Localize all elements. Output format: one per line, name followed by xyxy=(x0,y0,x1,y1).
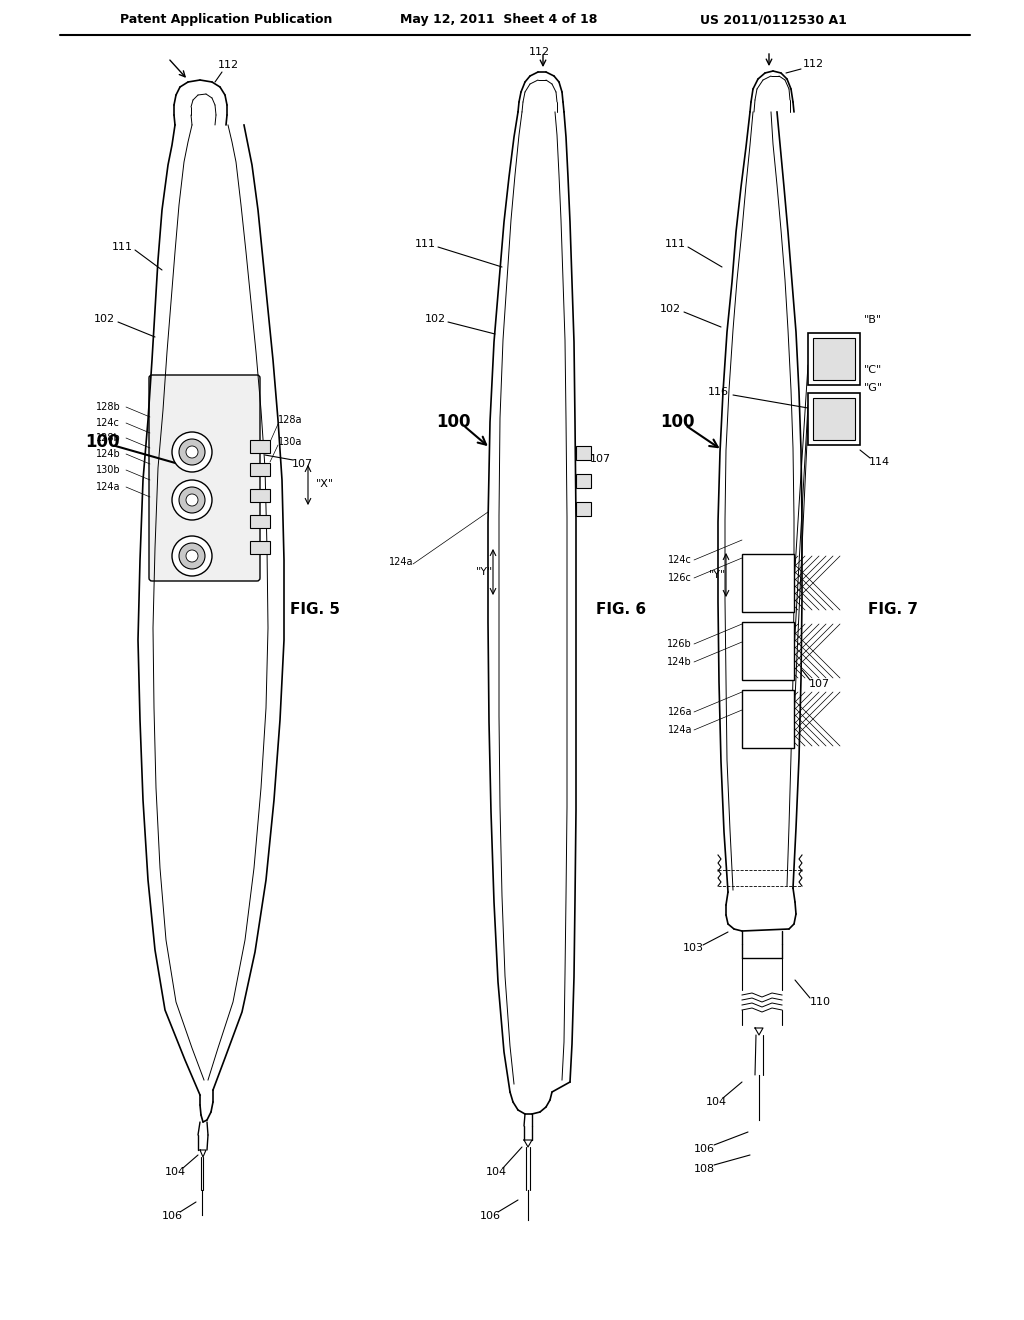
Text: 124c: 124c xyxy=(668,554,692,565)
Text: "B": "B" xyxy=(864,315,882,325)
Text: 128a: 128a xyxy=(278,414,302,425)
Text: 106: 106 xyxy=(480,1210,501,1221)
Text: 104: 104 xyxy=(486,1167,507,1177)
Bar xyxy=(250,515,270,528)
Text: 124a: 124a xyxy=(96,482,121,492)
Circle shape xyxy=(179,487,205,513)
Text: 126c: 126c xyxy=(668,573,692,583)
Bar xyxy=(813,338,855,380)
Text: 102: 102 xyxy=(660,304,681,314)
Text: 128b: 128b xyxy=(96,403,121,412)
Circle shape xyxy=(186,446,198,458)
Text: 104: 104 xyxy=(165,1167,186,1177)
Text: 111: 111 xyxy=(415,239,436,249)
Text: 107: 107 xyxy=(292,459,313,469)
Bar xyxy=(808,393,860,445)
Text: 130b: 130b xyxy=(96,465,121,475)
Text: 124a: 124a xyxy=(388,557,413,568)
Bar xyxy=(742,690,794,748)
FancyBboxPatch shape xyxy=(150,375,260,581)
Text: 107: 107 xyxy=(809,678,830,689)
Text: 128b: 128b xyxy=(96,433,121,444)
Circle shape xyxy=(172,536,212,576)
Bar xyxy=(575,474,591,488)
Text: 100: 100 xyxy=(660,413,694,432)
Bar xyxy=(575,502,591,516)
Circle shape xyxy=(179,440,205,465)
Text: 104: 104 xyxy=(706,1097,727,1107)
Text: 124c: 124c xyxy=(96,418,120,428)
Text: FIG. 7: FIG. 7 xyxy=(868,602,918,618)
Text: 108: 108 xyxy=(694,1164,715,1173)
Bar xyxy=(808,333,860,385)
Bar xyxy=(813,399,855,440)
Text: "G": "G" xyxy=(864,383,883,393)
Text: 107: 107 xyxy=(590,454,611,465)
Text: 106: 106 xyxy=(694,1144,715,1154)
Text: May 12, 2011  Sheet 4 of 18: May 12, 2011 Sheet 4 of 18 xyxy=(400,13,597,26)
Text: 112: 112 xyxy=(803,59,824,69)
Text: 126a: 126a xyxy=(668,708,692,717)
Circle shape xyxy=(186,494,198,506)
Bar xyxy=(250,463,270,477)
Circle shape xyxy=(172,432,212,473)
Bar xyxy=(250,488,270,502)
Bar xyxy=(742,622,794,680)
Text: 112: 112 xyxy=(528,48,550,57)
Text: 124b: 124b xyxy=(96,449,121,459)
Bar xyxy=(575,446,591,459)
Text: "Y": "Y" xyxy=(709,570,726,579)
Text: 102: 102 xyxy=(425,314,446,323)
Bar xyxy=(742,554,794,612)
Text: 106: 106 xyxy=(162,1210,183,1221)
Circle shape xyxy=(172,480,212,520)
Text: "Y": "Y" xyxy=(476,568,494,577)
Text: "X": "X" xyxy=(316,479,334,488)
Text: "C": "C" xyxy=(864,366,883,375)
Text: 124b: 124b xyxy=(668,657,692,667)
Text: FIG. 6: FIG. 6 xyxy=(596,602,646,618)
Text: US 2011/0112530 A1: US 2011/0112530 A1 xyxy=(700,13,847,26)
Bar xyxy=(250,541,270,554)
Text: Patent Application Publication: Patent Application Publication xyxy=(120,13,333,26)
Text: 130a: 130a xyxy=(278,437,302,447)
Text: 112: 112 xyxy=(218,59,240,70)
Bar xyxy=(250,440,270,453)
Text: 100: 100 xyxy=(85,433,120,451)
Text: 110: 110 xyxy=(810,997,831,1007)
Circle shape xyxy=(186,550,198,562)
Text: 116: 116 xyxy=(708,387,729,397)
Text: 103: 103 xyxy=(683,942,705,953)
Circle shape xyxy=(179,543,205,569)
Text: 114: 114 xyxy=(869,457,890,467)
Text: 102: 102 xyxy=(94,314,115,323)
Text: 126b: 126b xyxy=(668,639,692,649)
Text: 111: 111 xyxy=(665,239,686,249)
Text: 124a: 124a xyxy=(668,725,692,735)
Text: FIG. 5: FIG. 5 xyxy=(290,602,340,618)
Text: 111: 111 xyxy=(112,242,133,252)
Text: 100: 100 xyxy=(436,413,470,432)
